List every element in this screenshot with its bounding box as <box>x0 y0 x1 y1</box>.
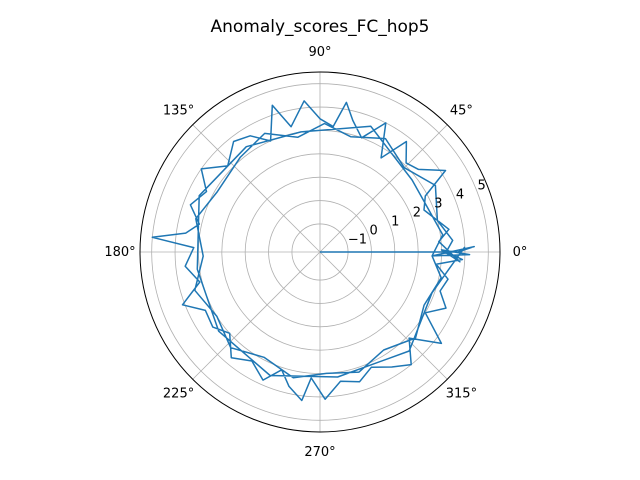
r-tick-label: 2 <box>413 205 421 220</box>
theta-tick-label: 135° <box>163 104 194 119</box>
theta-tick-label: 90° <box>308 45 331 60</box>
r-tick-label: 1 <box>391 214 399 229</box>
theta-tick-label: 180° <box>104 245 135 260</box>
series-line <box>151 100 475 402</box>
theta-gridline-5 <box>192 251 321 380</box>
theta-gridline-7 <box>319 251 448 380</box>
r-tick-label: 5 <box>477 179 485 194</box>
theta-tick-label: 315° <box>446 386 477 401</box>
chart-title: Anomaly_scores_FC_hop5 <box>210 17 429 37</box>
r-tick-label: 0 <box>370 223 378 238</box>
data-series <box>151 100 475 402</box>
theta-tick-label: 0° <box>513 245 528 260</box>
r-tick-label: 3 <box>434 196 442 211</box>
theta-tick-label: 270° <box>304 445 335 460</box>
r-tick-label: 4 <box>456 188 464 203</box>
theta-gridline-1 <box>319 124 448 253</box>
theta-tick-label: 45° <box>450 104 473 119</box>
theta-gridline-3 <box>192 124 321 253</box>
polar-frame <box>139 71 501 433</box>
r-tick-label: −1 <box>348 232 367 247</box>
theta-tick-label: 225° <box>163 386 194 401</box>
